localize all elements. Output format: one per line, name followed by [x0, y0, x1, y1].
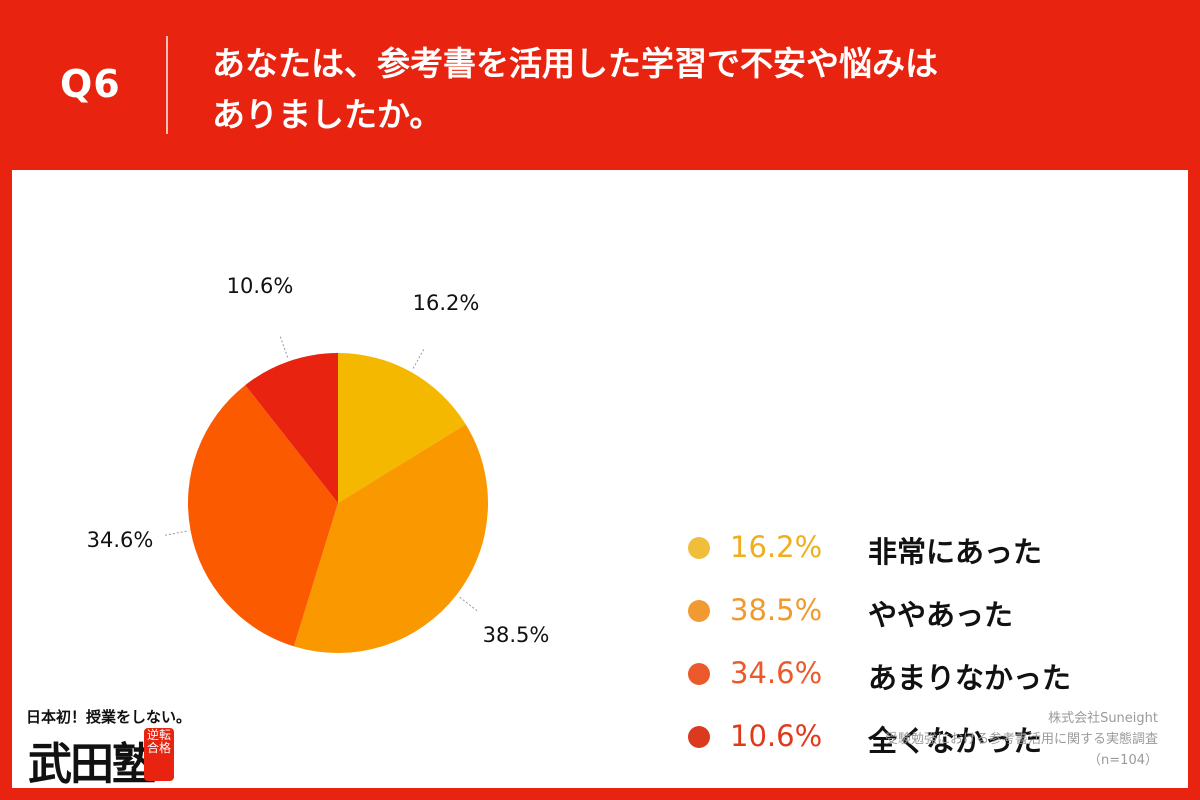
question-number: Q6: [60, 62, 121, 106]
legend-pct-2: 38.5%: [730, 593, 823, 627]
leader-line-3: [164, 530, 187, 536]
logo-name: 武田塾: [28, 739, 156, 790]
header-divider: [166, 36, 168, 134]
question-line-2: ありましたか。: [212, 95, 443, 134]
legend-label-3: あまりなかった: [868, 661, 1072, 695]
logo-stamp: 逆転合格: [144, 728, 174, 781]
source-note: 株式会社Suneight 受験勉強における参考書活用に関する実態調査 （n=10…: [885, 708, 1158, 771]
source-survey: 受験勉強における参考書活用に関する実態調査: [884, 732, 1158, 747]
brand-logo: 日本初！授業をしない。 武田塾 逆転合格: [26, 706, 206, 790]
chart-panel: 16.2% 38.5% 34.6% 10.6% 16.2% 非常にあった 38.5% …: [12, 170, 1188, 788]
legend-dot-1: [688, 537, 710, 559]
data-label-1: 16.2%: [413, 291, 480, 315]
data-label-2: 38.5%: [483, 623, 550, 647]
legend-item-2: 38.5% ややあった: [688, 591, 1108, 632]
legend-dot-4: [688, 726, 710, 748]
legend-pct-1: 16.2%: [730, 530, 823, 564]
legend-label-4: 全くなかった: [868, 724, 1043, 758]
legend-item-1: 16.2% 非常にあった: [688, 528, 1108, 569]
pie-chart: 16.2% 38.5% 34.6% 10.6%: [87, 274, 550, 653]
legend-pct-3: 34.6%: [730, 656, 823, 690]
pie-slice-3: [187, 385, 338, 647]
question-line-1: あなたは、参考書を活用した学習で不安や悩みは: [212, 44, 938, 83]
legend-label-2: ややあった: [868, 598, 1014, 632]
pie-slice-1: [338, 353, 466, 503]
source-sample: （n=104）: [1088, 753, 1158, 768]
logo-tagline: 日本初！授業をしない。: [26, 708, 192, 726]
legend-dot-3: [688, 663, 710, 685]
leader-line-2: [459, 596, 478, 612]
question-header: Q6 あなたは、参考書を活用した学習で不安や悩みは ありましたか。: [0, 0, 1200, 168]
data-label-3: 34.6%: [87, 528, 154, 552]
question-text: あなたは、参考書を活用した学習で不安や悩みは ありましたか。: [212, 38, 1112, 140]
data-label-4: 10.6%: [227, 274, 294, 298]
pie-slice-4: [245, 353, 338, 503]
leader-line-1: [412, 349, 425, 369]
pie-slice-2: [293, 424, 488, 653]
legend-pct-4: 10.6%: [730, 719, 823, 753]
legend-dot-2: [688, 600, 710, 622]
source-company: 株式会社Suneight: [1048, 711, 1158, 726]
legend-item-3: 34.6% あまりなかった: [688, 654, 1108, 695]
leader-line-4: [279, 336, 289, 358]
legend-label-1: 非常にあった: [868, 535, 1043, 569]
legend-item-4: 10.6% 全くなかった: [688, 717, 1108, 758]
